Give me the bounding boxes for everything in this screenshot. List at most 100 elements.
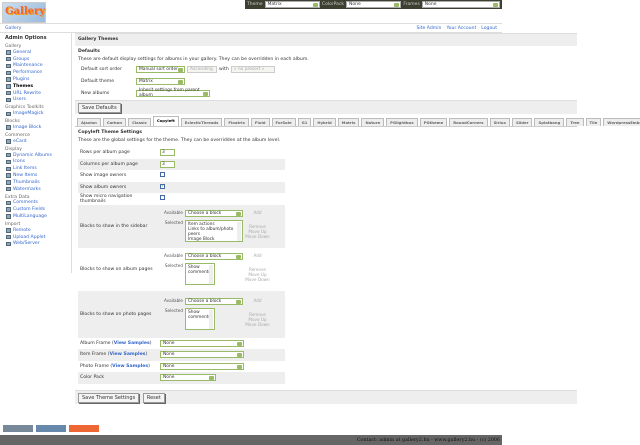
sidebar-item-imagemagick[interactable]: ImageMagick bbox=[5, 110, 66, 117]
tab-fluid[interactable]: Fluid bbox=[250, 118, 270, 126]
sidebar-item-maintenance[interactable]: Maintenance bbox=[5, 63, 66, 70]
sidebar-available-block-select[interactable]: Choose a block bbox=[185, 210, 243, 217]
sidebar-item-watermarks[interactable]: Watermarks bbox=[5, 186, 66, 193]
album-move-down-button[interactable]: Move Down bbox=[245, 277, 270, 282]
tab-tree[interactable]: Tree bbox=[566, 118, 584, 126]
selected-block-item[interactable]: Show comments bbox=[188, 265, 211, 275]
logout-link[interactable]: Logout bbox=[481, 25, 497, 31]
photo-available-block-select[interactable]: Choose a block bbox=[185, 298, 243, 305]
tab-wordpressembedded[interactable]: WordpressEmbedded bbox=[603, 118, 640, 126]
tab-siriux[interactable]: Siriux bbox=[489, 118, 510, 126]
sort-order-select[interactable]: Manual sort order bbox=[136, 65, 185, 73]
sort-direction-select[interactable]: Ascending bbox=[187, 65, 217, 73]
sidebar-item-link-items[interactable]: Link Items bbox=[5, 165, 66, 172]
gallery-badge[interactable] bbox=[69, 425, 99, 432]
item-frame-select[interactable]: None bbox=[160, 351, 244, 359]
photo-move-up-button[interactable]: Move Up bbox=[248, 317, 267, 322]
frames-select[interactable]: None bbox=[421, 1, 500, 8]
album-remove-button[interactable]: Remove bbox=[249, 267, 266, 272]
sidebar-item-icons[interactable]: Icons bbox=[5, 159, 66, 166]
sidebar-move-up-button[interactable]: Move Up bbox=[248, 229, 267, 234]
tab-roundcorners[interactable]: RoundCorners bbox=[449, 118, 488, 126]
sidebar-item-ecard[interactable]: eCard bbox=[5, 138, 66, 145]
photo-frame-view-samples-link[interactable]: View Samples bbox=[112, 363, 149, 369]
sidebar-add-button[interactable]: Add bbox=[253, 210, 262, 215]
image-owners-checkbox[interactable] bbox=[160, 172, 165, 178]
reset-button[interactable]: Reset bbox=[142, 392, 165, 403]
theme-select[interactable]: Matrix bbox=[264, 1, 320, 8]
album-move-up-button[interactable]: Move Up bbox=[248, 272, 267, 277]
photo-add-button[interactable]: Add bbox=[253, 298, 262, 303]
sidebar-item-url-rewrite[interactable]: URL Rewrite bbox=[5, 90, 66, 97]
tab-splatbang[interactable]: Splatbang bbox=[534, 118, 565, 126]
presort-select[interactable]: « no presort » bbox=[230, 65, 275, 73]
tab-nature[interactable]: Nature bbox=[361, 118, 385, 126]
sidebar-item-plugins[interactable]: Plugins bbox=[5, 76, 66, 83]
colorpack-select[interactable]: None bbox=[346, 1, 402, 8]
micro-nav-checkbox[interactable] bbox=[160, 195, 165, 201]
sidebar-item-image-block[interactable]: Image Block bbox=[5, 124, 66, 131]
sidebar-item-comments[interactable]: Comments bbox=[5, 200, 66, 207]
selected-block-item[interactable]: Item actions bbox=[188, 222, 215, 227]
sidebar-item-dynamic-albums[interactable]: Dynamic Albums bbox=[5, 152, 66, 159]
sidebar-item-performance[interactable]: Performance bbox=[5, 69, 66, 76]
photo-selected-blocks-list[interactable]: Show comments bbox=[185, 308, 215, 330]
your-account-link[interactable]: Your Account bbox=[446, 25, 477, 31]
tab-tile[interactable]: Tile bbox=[585, 118, 602, 126]
tab-slider[interactable]: Slider bbox=[511, 118, 533, 126]
sidebar-item-multilanguage[interactable]: MultiLanguage bbox=[5, 213, 66, 220]
save-theme-settings-button[interactable]: Save Theme Settings bbox=[78, 392, 140, 403]
sidebar-remove-button[interactable]: Remove bbox=[249, 224, 266, 229]
gallery-logo[interactable]: Gallery bbox=[2, 2, 46, 23]
color-pack-select[interactable]: None bbox=[160, 374, 216, 382]
photo-frame-select[interactable]: None bbox=[160, 362, 244, 370]
save-defaults-button[interactable]: Save Defaults bbox=[78, 103, 121, 113]
item-frame-view-samples-link[interactable]: View Samples bbox=[109, 352, 146, 358]
photo-move-down-button[interactable]: Move Down bbox=[245, 322, 270, 327]
default-theme-select[interactable]: Matrix bbox=[136, 77, 185, 85]
new-albums-select[interactable]: Inherit settings from parent album bbox=[136, 88, 210, 98]
sidebar-item-label: Watermarks bbox=[13, 186, 41, 192]
css-badge[interactable] bbox=[36, 425, 66, 432]
tab-hybrid[interactable]: Hybrid bbox=[313, 118, 336, 126]
album-frame-select[interactable]: None bbox=[160, 339, 244, 347]
sidebar-move-down-button[interactable]: Move Down bbox=[245, 234, 270, 239]
tab-carbon[interactable]: Carbon bbox=[102, 118, 127, 126]
tab-floatrix[interactable]: Floatrix bbox=[224, 118, 249, 126]
selected-block-item[interactable]: Show comments bbox=[188, 310, 211, 320]
sidebar-item-remote[interactable]: Remote bbox=[5, 227, 66, 234]
sidebar-item-thumbnails[interactable]: Thumbnails bbox=[5, 179, 66, 186]
tab-g1[interactable]: G1 bbox=[297, 118, 312, 126]
selected-block-item[interactable]: Links to album/photo peers bbox=[188, 227, 234, 237]
tab-forsale[interactable]: ForSale bbox=[271, 118, 296, 126]
tab-pglightbox[interactable]: PGlightbox bbox=[386, 118, 418, 126]
breadcrumb-bar: Gallery Site Admin Your Account Logout bbox=[0, 23, 502, 33]
album-owners-checkbox[interactable] bbox=[160, 183, 165, 189]
columns-input[interactable]: 3 bbox=[160, 160, 175, 168]
sidebar-item-users[interactable]: Users bbox=[5, 97, 66, 104]
sidebar-item-themes[interactable]: Themes bbox=[5, 83, 66, 90]
breadcrumb-gallery[interactable]: Gallery bbox=[5, 25, 22, 31]
album-available-block-select[interactable]: Choose a block bbox=[185, 253, 243, 260]
site-admin-link[interactable]: Site Admin bbox=[416, 25, 442, 31]
photo-remove-button[interactable]: Remove bbox=[249, 312, 266, 317]
sidebar-item-groups[interactable]: Groups bbox=[5, 56, 66, 63]
tab-copyleft[interactable]: Copyleft bbox=[152, 116, 179, 126]
sidebar-item-general[interactable]: General bbox=[5, 49, 66, 56]
rows-input[interactable]: 3 bbox=[160, 149, 175, 157]
album-frame-view-samples-link[interactable]: View Samples bbox=[113, 340, 150, 346]
sidebar-item-web-server[interactable]: Web/Server bbox=[5, 241, 66, 248]
tab-pgtheme[interactable]: PGtheme bbox=[419, 118, 448, 126]
sidebar-item-new-items[interactable]: New Items bbox=[5, 172, 66, 179]
w3c-xhtml-badge[interactable] bbox=[3, 425, 33, 432]
tab-matrix[interactable]: Matrix bbox=[337, 118, 360, 126]
album-selected-blocks-list[interactable]: Show comments bbox=[185, 263, 215, 285]
sidebar-selected-blocks-list[interactable]: Item actions Links to album/photo peers Im… bbox=[185, 220, 243, 242]
tab-ajaxian[interactable]: Ajaxian bbox=[77, 118, 101, 126]
album-add-button[interactable]: Add bbox=[253, 253, 262, 258]
sidebar-item-upload-applet[interactable]: Upload Applet bbox=[5, 234, 66, 241]
tab-classic[interactable]: Classic bbox=[128, 118, 151, 126]
selected-block-item[interactable]: Image Block bbox=[188, 237, 215, 242]
sidebar-item-custom-fields[interactable]: Custom Fields bbox=[5, 206, 66, 213]
tab-eclecticthreads[interactable]: EclecticThreads bbox=[180, 118, 223, 126]
